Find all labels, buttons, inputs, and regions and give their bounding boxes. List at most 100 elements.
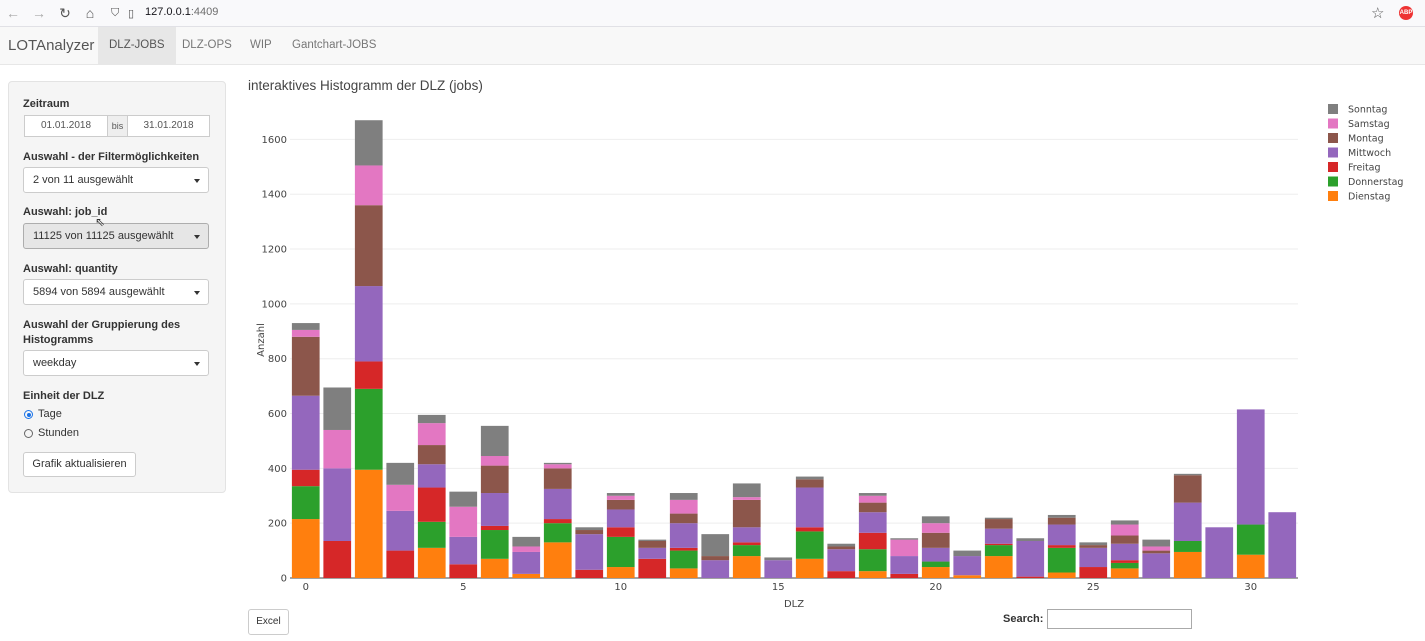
bar-segment[interactable] <box>575 569 604 578</box>
bar-segment[interactable] <box>1142 546 1171 551</box>
bar-segment[interactable] <box>1173 473 1202 476</box>
bar-segment[interactable] <box>858 495 887 503</box>
radio-stunden[interactable]: Stunden <box>24 426 79 440</box>
bar-segment[interactable] <box>1110 568 1139 578</box>
bar-segment[interactable] <box>795 558 824 578</box>
url-bar[interactable]: ⛉ ▯ 127.0.0.1:4409 <box>104 2 1394 24</box>
quantity-select[interactable]: 5894 von 5894 ausgewählt <box>23 279 209 305</box>
bar-segment[interactable] <box>449 536 478 565</box>
bar-segment[interactable] <box>1047 514 1076 518</box>
bar-segment[interactable] <box>1047 524 1076 546</box>
bar-segment[interactable] <box>921 516 950 524</box>
bar-segment[interactable] <box>606 499 635 510</box>
bar-segment[interactable] <box>480 530 509 559</box>
bar-segment[interactable] <box>291 323 320 330</box>
bar-segment[interactable] <box>606 493 635 496</box>
bar-segment[interactable] <box>1016 576 1045 578</box>
brand[interactable]: LOTAnalyzer <box>8 37 95 54</box>
bar-segment[interactable] <box>984 519 1013 529</box>
bar-segment[interactable] <box>323 429 352 469</box>
bar-segment[interactable] <box>354 120 383 166</box>
bar-segment[interactable] <box>291 329 320 337</box>
bar-segment[interactable] <box>354 205 383 287</box>
bar-segment[interactable] <box>449 506 478 537</box>
bar-segment[interactable] <box>1173 540 1202 552</box>
bar-segment[interactable] <box>1079 542 1108 546</box>
radio-tage[interactable]: Tage <box>24 407 62 421</box>
bar-segment[interactable] <box>417 464 446 488</box>
bar-segment[interactable] <box>575 534 604 570</box>
bar-segment[interactable] <box>701 560 730 578</box>
bar-segment[interactable] <box>1268 512 1297 578</box>
legend-swatch[interactable] <box>1328 162 1338 172</box>
bar-segment[interactable] <box>323 387 352 430</box>
bar-segment[interactable] <box>386 510 415 551</box>
bar-segment[interactable] <box>827 571 856 578</box>
adblock-icon[interactable]: ABP <box>1399 6 1413 20</box>
bar-segment[interactable] <box>1079 547 1108 568</box>
reload-icon[interactable]: ↻ <box>59 5 71 21</box>
bar-segment[interactable] <box>984 556 1013 578</box>
bar-segment[interactable] <box>921 523 950 533</box>
bar-segment[interactable] <box>1047 517 1076 525</box>
bar-segment[interactable] <box>354 361 383 389</box>
bar-segment[interactable] <box>480 525 509 531</box>
bar-segment[interactable] <box>1079 545 1108 548</box>
star-icon[interactable]: ☆ <box>1371 5 1385 22</box>
legend-label[interactable]: Sonntag <box>1348 105 1387 116</box>
bar-segment[interactable] <box>449 491 478 507</box>
bar-segment[interactable] <box>795 531 824 559</box>
bar-segment[interactable] <box>543 462 572 465</box>
tab-gantchart-jobs[interactable]: Gantchart-JOBS <box>292 39 377 51</box>
bar-segment[interactable] <box>732 542 761 546</box>
legend-label[interactable]: Mittwoch <box>1348 148 1391 159</box>
bar-segment[interactable] <box>291 395 320 470</box>
bar-segment[interactable] <box>827 543 856 547</box>
bar-segment[interactable] <box>732 556 761 578</box>
legend-label[interactable]: Dienstag <box>1348 192 1390 203</box>
bar-segment[interactable] <box>512 573 541 578</box>
bar-segment[interactable] <box>953 550 982 557</box>
bar-segment[interactable] <box>921 547 950 562</box>
bar-segment[interactable] <box>1110 535 1139 544</box>
bar-segment[interactable] <box>575 530 604 535</box>
bar-segment[interactable] <box>291 519 320 578</box>
bar-segment[interactable] <box>1236 554 1265 578</box>
legend-swatch[interactable] <box>1328 191 1338 201</box>
legend-label[interactable]: Montag <box>1348 134 1384 145</box>
legend-swatch[interactable] <box>1328 104 1338 114</box>
bar-segment[interactable] <box>606 509 635 528</box>
bar-segment[interactable] <box>606 536 635 568</box>
bar-segment[interactable] <box>638 558 667 578</box>
bar-segment[interactable] <box>827 546 856 550</box>
bar-segment[interactable] <box>354 286 383 362</box>
bar-segment[interactable] <box>669 493 698 500</box>
bar-segment[interactable] <box>480 493 509 526</box>
bar-segment[interactable] <box>921 567 950 578</box>
bar-segment[interactable] <box>984 545 1013 557</box>
bar-segment[interactable] <box>858 493 887 496</box>
bar-segment[interactable] <box>1110 543 1139 561</box>
bar-segment[interactable] <box>701 556 730 561</box>
bar-segment[interactable] <box>1142 550 1171 554</box>
bar-segment[interactable] <box>638 539 667 541</box>
bar-segment[interactable] <box>921 532 950 548</box>
bar-segment[interactable] <box>1016 538 1045 541</box>
home-icon[interactable]: ⌂ <box>85 5 95 21</box>
legend-swatch[interactable] <box>1328 133 1338 143</box>
bar-segment[interactable] <box>417 423 446 446</box>
bar-segment[interactable] <box>669 568 698 578</box>
bar-segment[interactable] <box>480 558 509 578</box>
grouping-select[interactable]: weekday <box>23 350 209 376</box>
bar-segment[interactable] <box>669 513 698 524</box>
bar-segment[interactable] <box>1016 540 1045 577</box>
bar-segment[interactable] <box>921 561 950 568</box>
bar-segment[interactable] <box>984 517 1013 520</box>
bar-segment[interactable] <box>827 549 856 572</box>
bar-segment[interactable] <box>669 523 698 548</box>
bar-segment[interactable] <box>890 539 919 557</box>
bar-segment[interactable] <box>1173 551 1202 578</box>
bar-segment[interactable] <box>890 556 919 574</box>
excel-button[interactable]: Excel <box>248 609 289 635</box>
jobid-select[interactable]: 11125 von 11125 ausgewählt <box>23 223 209 249</box>
